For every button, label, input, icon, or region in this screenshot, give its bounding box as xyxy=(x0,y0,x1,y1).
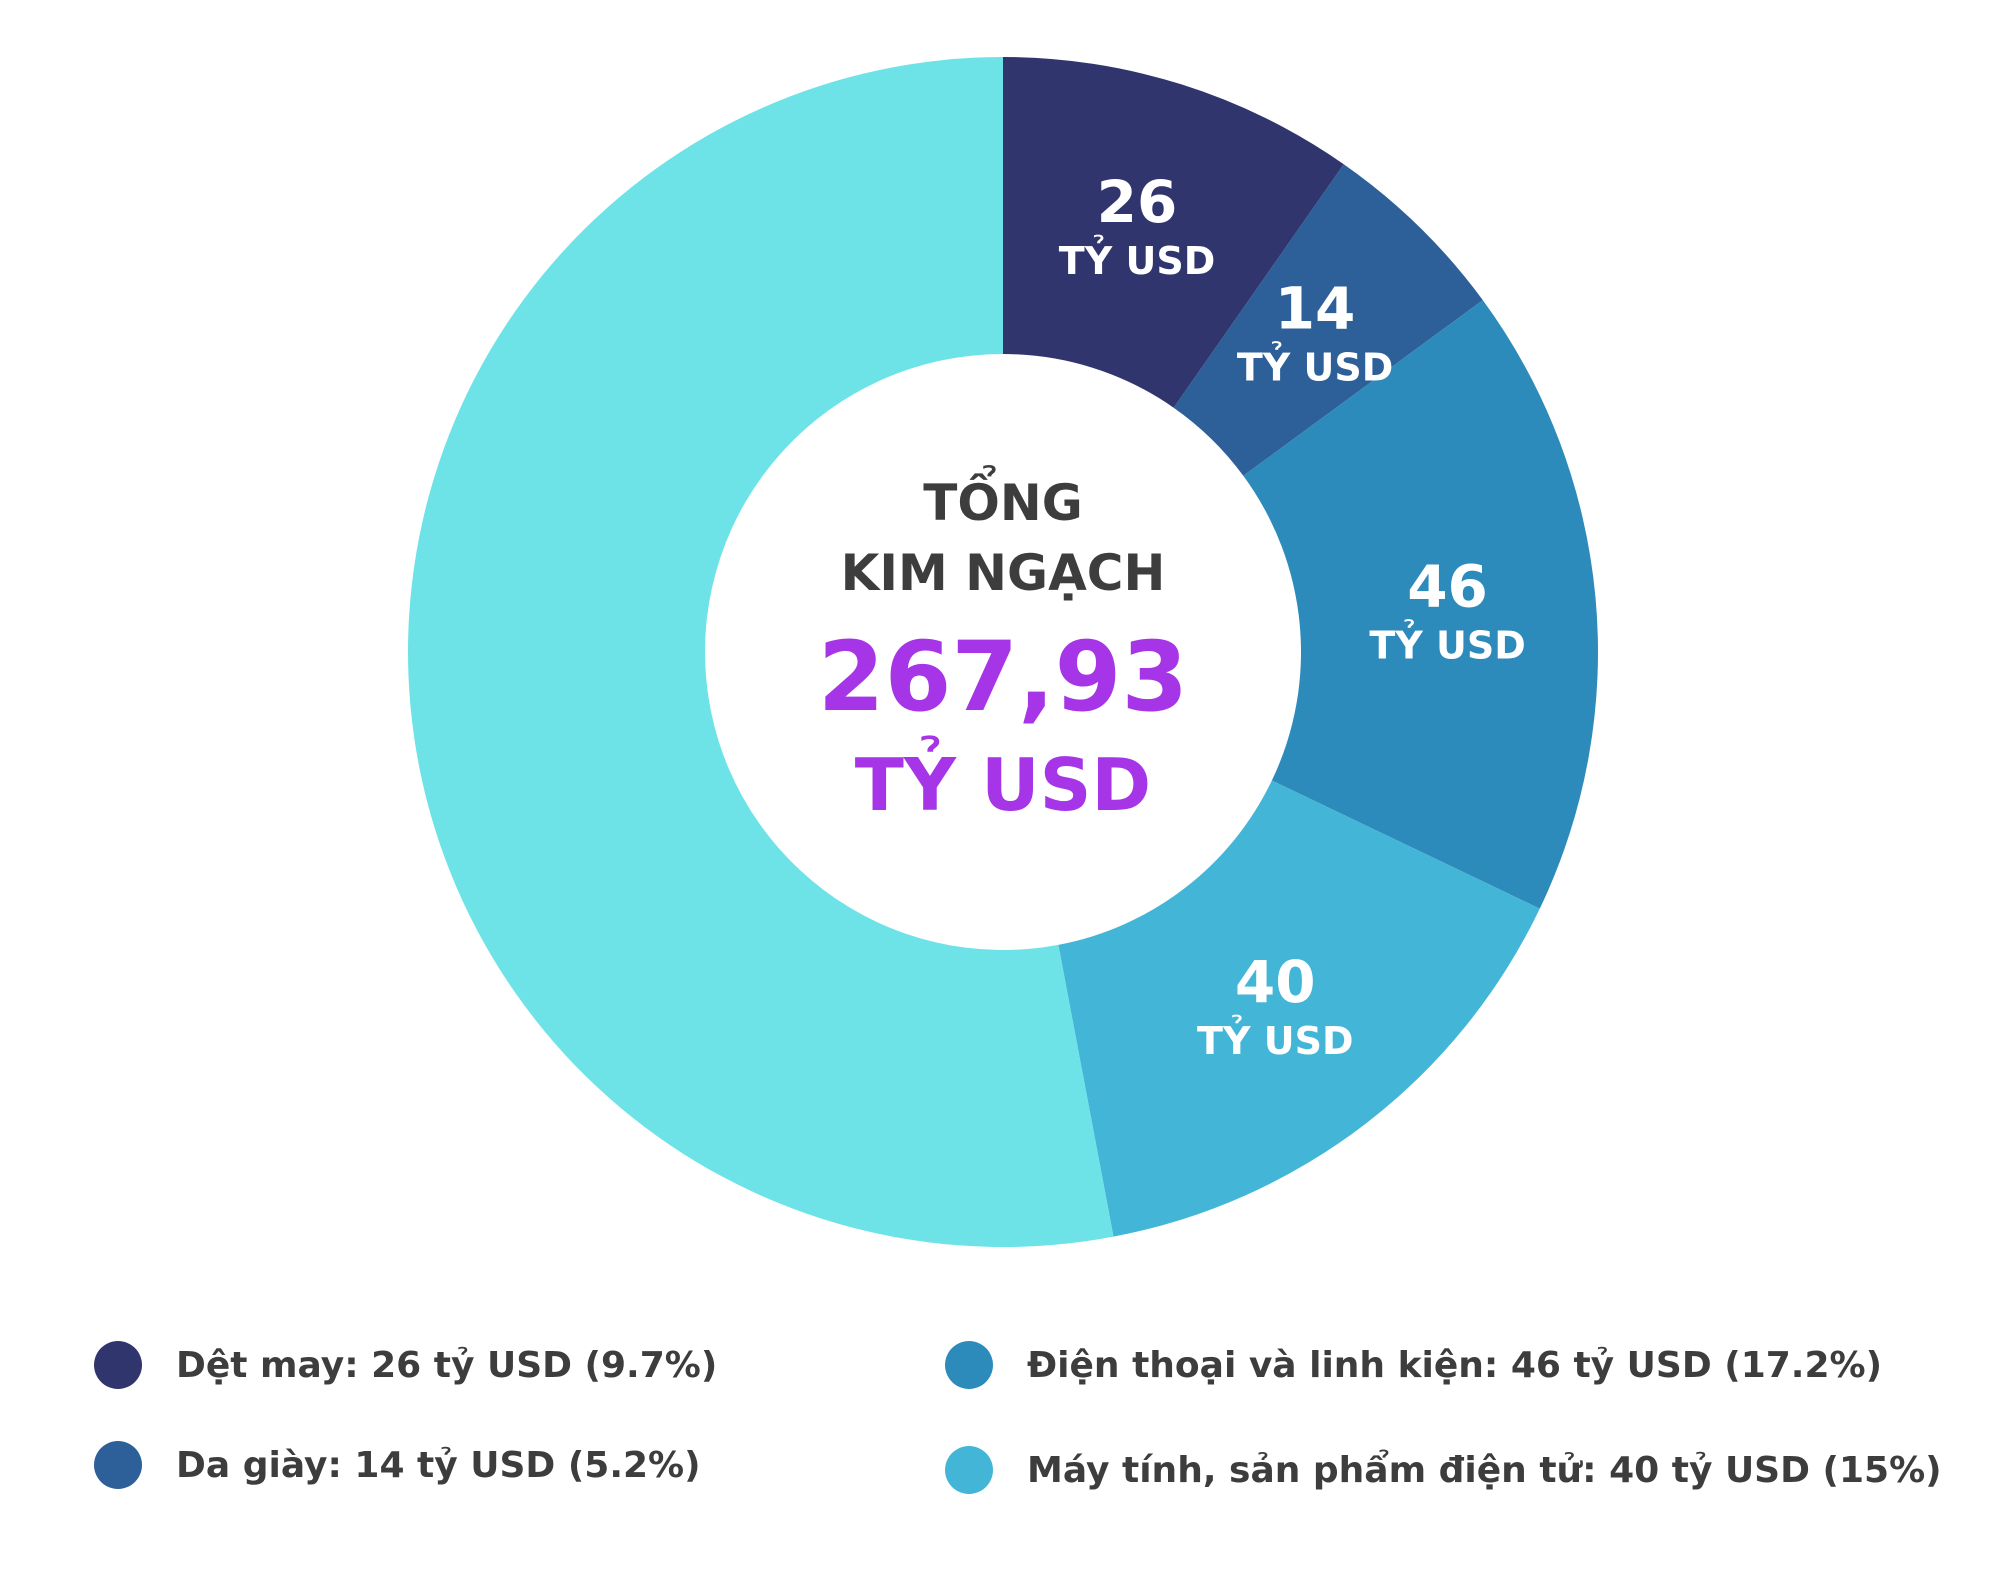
donut-slice-0 xyxy=(1003,57,1344,408)
slice-unit-label-1: TỶ USD xyxy=(1237,342,1393,390)
center-total-value: 267,93 xyxy=(818,621,1188,733)
donut-slice-2 xyxy=(1243,300,1599,909)
slice-value-label-0: 26 xyxy=(1097,168,1178,236)
slice-value-label-2: 46 xyxy=(1407,552,1488,620)
slice-unit-label-0: TỶ USD xyxy=(1059,235,1215,283)
slice-unit-label-2: TỶ USD xyxy=(1369,619,1525,667)
center-total-unit: TỶ USD xyxy=(855,736,1151,827)
donut-slice-3 xyxy=(1058,780,1540,1237)
center-label: TỔNG KIM NGẠCH 267,93 TỶ USD xyxy=(818,465,1188,827)
slice-value-label-1: 14 xyxy=(1275,275,1356,343)
donut-slices xyxy=(407,57,1599,1247)
donut-slice-1 xyxy=(1173,164,1483,476)
slice-value-label-3: 40 xyxy=(1235,948,1316,1016)
slice-unit-label-3: TỶ USD xyxy=(1197,1015,1353,1063)
center-title-line2: KIM NGẠCH xyxy=(841,544,1166,602)
donut-slice-4 xyxy=(407,57,1114,1247)
center-title-line1: TỔNG xyxy=(923,465,1083,532)
